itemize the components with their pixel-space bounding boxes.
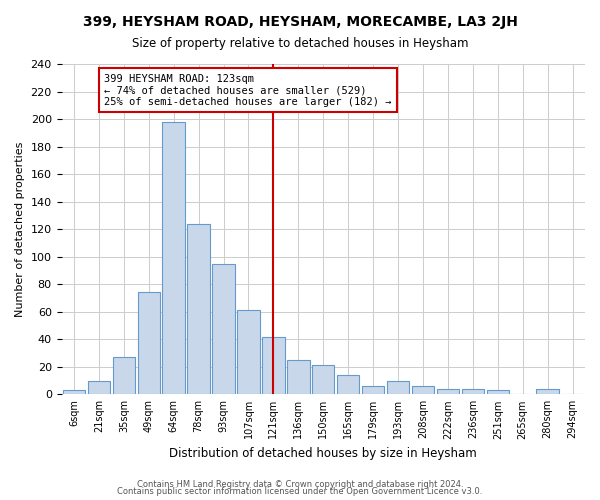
Bar <box>163 122 185 394</box>
Text: Size of property relative to detached houses in Heysham: Size of property relative to detached ho… <box>132 38 468 51</box>
Bar <box>362 386 385 394</box>
Bar <box>412 386 434 394</box>
Text: Contains HM Land Registry data © Crown copyright and database right 2024.: Contains HM Land Registry data © Crown c… <box>137 480 463 489</box>
Bar <box>287 360 310 394</box>
Text: 399, HEYSHAM ROAD, HEYSHAM, MORECAMBE, LA3 2JH: 399, HEYSHAM ROAD, HEYSHAM, MORECAMBE, L… <box>83 15 517 29</box>
Bar <box>387 380 409 394</box>
Bar <box>137 292 160 394</box>
Bar <box>487 390 509 394</box>
Y-axis label: Number of detached properties: Number of detached properties <box>15 142 25 317</box>
Bar <box>63 390 85 394</box>
Bar <box>312 366 334 394</box>
Text: 399 HEYSHAM ROAD: 123sqm
← 74% of detached houses are smaller (529)
25% of semi-: 399 HEYSHAM ROAD: 123sqm ← 74% of detach… <box>104 74 391 107</box>
Bar <box>337 375 359 394</box>
Bar <box>113 357 135 395</box>
Bar <box>536 389 559 394</box>
Bar <box>212 264 235 394</box>
Bar <box>187 224 210 394</box>
Bar <box>461 389 484 394</box>
Text: Contains public sector information licensed under the Open Government Licence v3: Contains public sector information licen… <box>118 488 482 496</box>
Bar <box>237 310 260 394</box>
X-axis label: Distribution of detached houses by size in Heysham: Distribution of detached houses by size … <box>169 447 477 460</box>
Bar <box>262 336 284 394</box>
Bar <box>88 380 110 394</box>
Bar <box>437 389 459 394</box>
